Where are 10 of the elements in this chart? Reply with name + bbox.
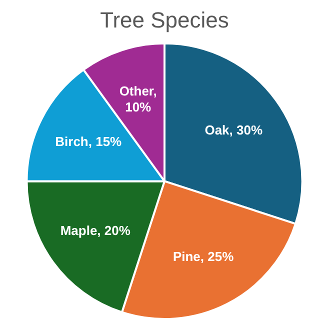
slice-label: Pine <box>172 248 200 264</box>
data-label: , 30% <box>229 122 263 138</box>
data-label: , 15% <box>88 134 122 149</box>
slice-label: Maple <box>60 222 98 238</box>
data-label: , 25% <box>200 248 234 264</box>
data-label: , 20% <box>97 222 131 238</box>
chart-title: Tree Species <box>100 7 229 32</box>
slice-label: Birch <box>55 134 88 149</box>
slice-label: Oak <box>204 122 230 138</box>
slice-label: Other, 10% <box>119 84 157 115</box>
